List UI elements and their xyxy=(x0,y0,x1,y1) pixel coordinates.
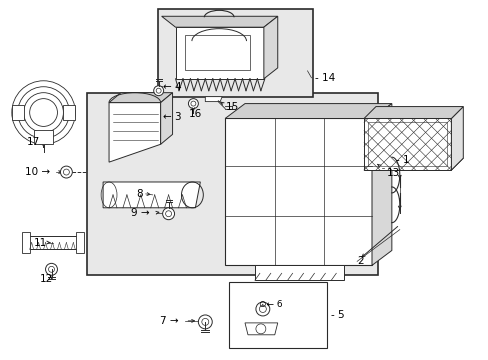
Circle shape xyxy=(255,324,265,334)
Circle shape xyxy=(255,302,269,316)
Circle shape xyxy=(190,101,196,106)
Bar xyxy=(157,9,313,96)
Bar xyxy=(367,122,447,166)
Polygon shape xyxy=(103,182,200,208)
Text: ⊙← 6: ⊙← 6 xyxy=(258,300,282,309)
Circle shape xyxy=(153,86,163,96)
Circle shape xyxy=(156,88,161,93)
Text: 12: 12 xyxy=(40,274,53,284)
Polygon shape xyxy=(264,16,277,79)
Polygon shape xyxy=(254,265,344,280)
Text: 15: 15 xyxy=(225,102,239,112)
Polygon shape xyxy=(21,231,30,253)
Circle shape xyxy=(188,99,198,109)
Circle shape xyxy=(165,211,171,217)
Polygon shape xyxy=(364,107,462,118)
Circle shape xyxy=(259,306,266,312)
Polygon shape xyxy=(76,231,84,253)
Polygon shape xyxy=(109,103,161,162)
Text: 8: 8 xyxy=(136,189,142,199)
Bar xyxy=(229,282,326,348)
Text: 7 →: 7 → xyxy=(160,316,178,326)
Text: ← 3: ← 3 xyxy=(163,112,181,122)
Bar xyxy=(185,35,249,70)
Polygon shape xyxy=(205,96,222,102)
Bar xyxy=(87,93,377,275)
Polygon shape xyxy=(364,118,450,170)
Polygon shape xyxy=(109,93,172,103)
Circle shape xyxy=(61,166,72,178)
Polygon shape xyxy=(364,158,462,170)
Polygon shape xyxy=(175,27,264,79)
Text: - 1: - 1 xyxy=(395,155,408,165)
Polygon shape xyxy=(450,107,462,170)
Circle shape xyxy=(63,169,69,175)
Text: - 14: - 14 xyxy=(315,73,335,83)
Polygon shape xyxy=(34,130,53,144)
Text: ← 4: ← 4 xyxy=(163,82,181,92)
Polygon shape xyxy=(371,104,391,265)
Text: 17: 17 xyxy=(27,137,40,147)
Circle shape xyxy=(45,264,57,275)
Text: 10 →: 10 → xyxy=(25,167,50,177)
Text: 13: 13 xyxy=(386,168,399,178)
Polygon shape xyxy=(27,235,81,249)
Polygon shape xyxy=(12,105,24,121)
Polygon shape xyxy=(244,323,277,335)
Polygon shape xyxy=(161,93,172,144)
Polygon shape xyxy=(224,118,371,265)
Text: 11: 11 xyxy=(34,238,47,248)
Polygon shape xyxy=(63,105,75,121)
Text: 9 →: 9 → xyxy=(131,208,149,218)
Polygon shape xyxy=(162,16,277,27)
Text: 2: 2 xyxy=(356,256,363,266)
Circle shape xyxy=(163,208,174,220)
Circle shape xyxy=(48,266,54,272)
Circle shape xyxy=(202,319,208,325)
Text: 16: 16 xyxy=(188,108,201,118)
Text: - 5: - 5 xyxy=(331,310,344,320)
Circle shape xyxy=(198,315,212,329)
Polygon shape xyxy=(224,104,391,118)
